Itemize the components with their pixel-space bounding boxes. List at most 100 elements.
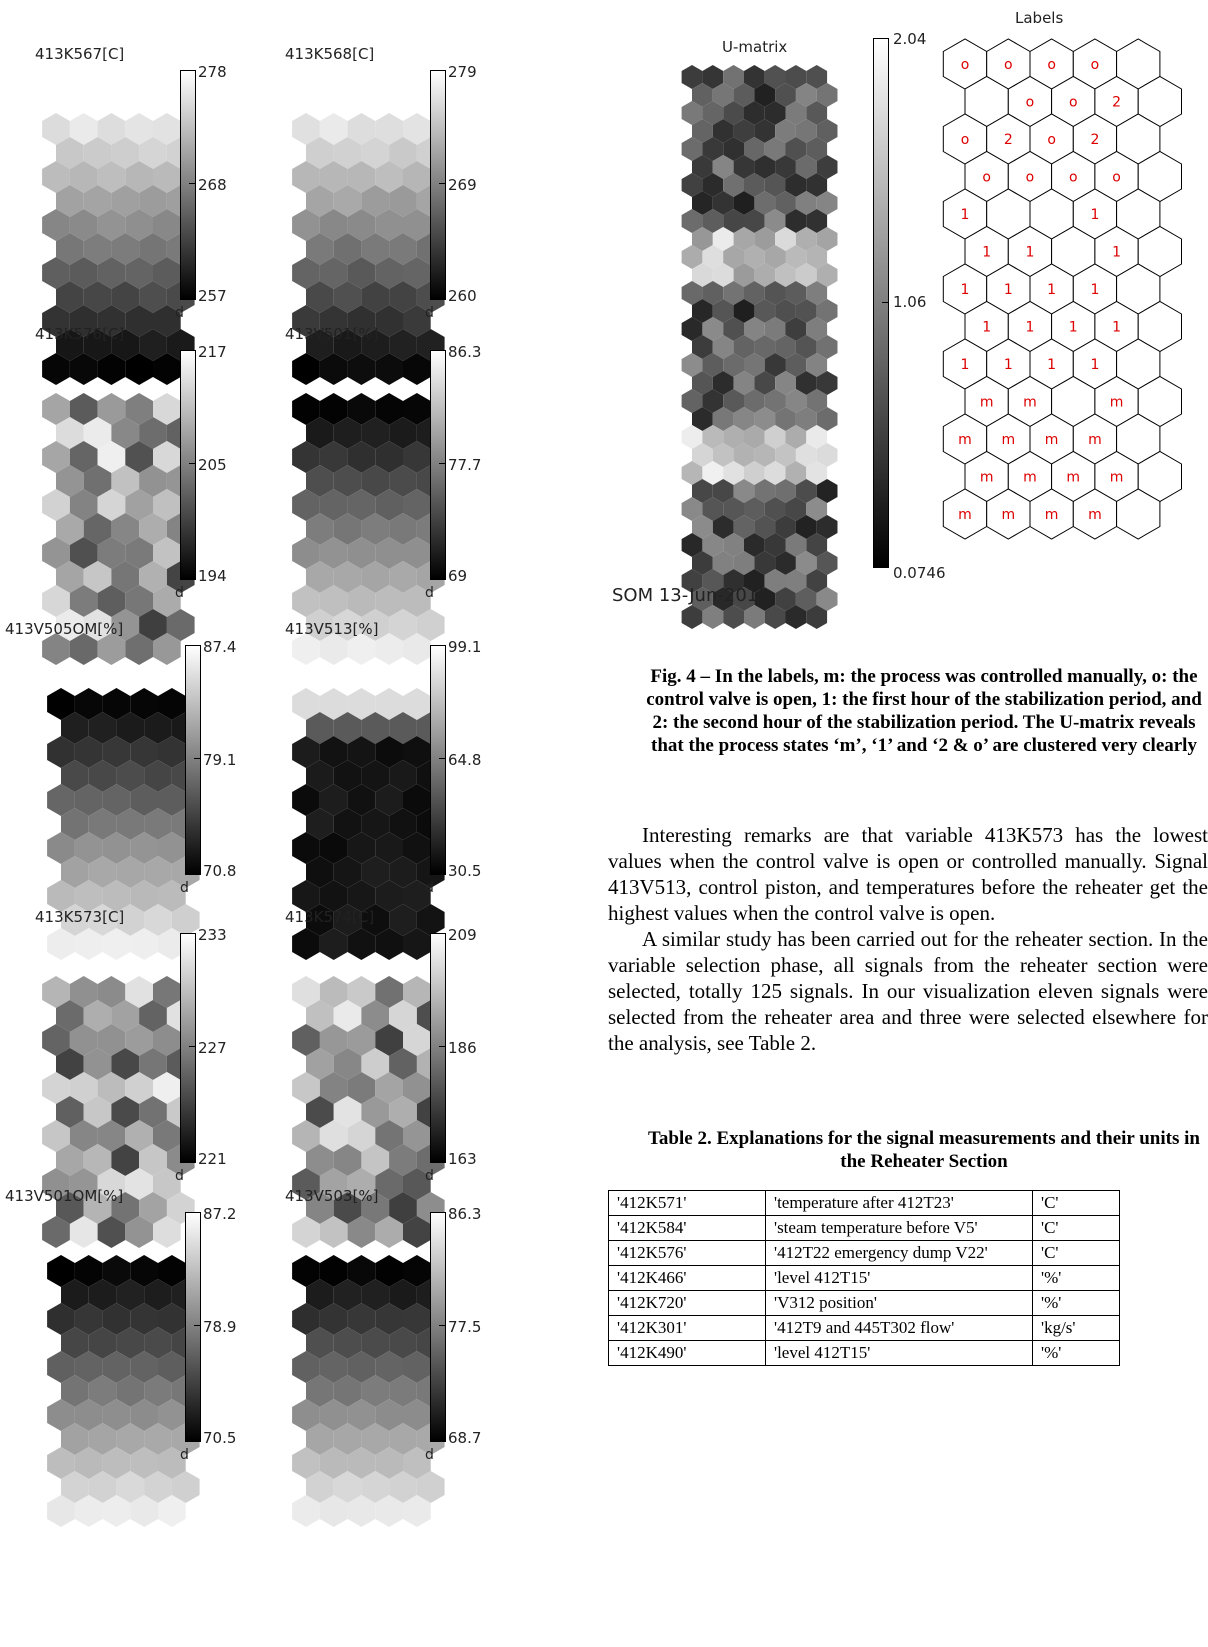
hex-cell — [42, 1168, 70, 1200]
hex-cell — [56, 1144, 84, 1176]
hex-cell — [61, 1327, 89, 1359]
hex-cell — [403, 976, 431, 1008]
hex-cell — [292, 441, 320, 473]
hex-cell — [97, 257, 126, 289]
component-plane-title: 413V503[%] — [285, 1187, 379, 1205]
hex-cell — [42, 1024, 70, 1056]
umatrix-cell — [692, 227, 713, 251]
hex-cell — [69, 209, 98, 241]
hex-cell — [319, 1351, 348, 1383]
umatrix-cell — [775, 191, 796, 215]
hex-cell — [88, 1279, 117, 1311]
hex-cell — [83, 185, 112, 217]
table-cell-desc: '412T22 emergency dump V22' — [765, 1240, 1033, 1266]
hex-cell — [125, 353, 153, 385]
hex-cell — [56, 417, 84, 449]
hex-cell — [347, 784, 376, 816]
umatrix-cell — [764, 173, 786, 197]
hex-map — [47, 1255, 200, 1527]
component-plane-title: 413V505OM[%] — [5, 620, 124, 638]
umatrix-cell — [816, 551, 838, 575]
hex-cell — [347, 928, 376, 960]
hex-cell — [139, 561, 167, 593]
table-row: '412K466''level 412T15' '%' — [608, 1265, 1120, 1291]
label-text: 1 — [1025, 245, 1034, 261]
hex-cell — [333, 1192, 362, 1224]
umatrix-cell — [816, 83, 838, 107]
umatrix-cell — [692, 551, 713, 575]
hex-cell — [319, 1120, 348, 1152]
hex-cell — [111, 1048, 140, 1080]
hex-cell — [74, 928, 103, 960]
hex-cell — [292, 1168, 320, 1200]
umatrix-cell — [681, 281, 703, 305]
colorbar-tick — [194, 758, 200, 759]
colorbar-mid: 269 — [448, 176, 477, 194]
hex-cell — [97, 161, 126, 193]
hex-cell — [347, 393, 376, 425]
hex-cell — [139, 1144, 167, 1176]
umatrix-cell — [702, 137, 724, 161]
umatrix-cell — [712, 551, 734, 575]
hex-cell — [83, 609, 112, 641]
hex-cell — [158, 1399, 186, 1431]
hex-cell — [292, 1216, 320, 1248]
hex-cell — [347, 489, 376, 521]
hex-cell — [125, 1120, 153, 1152]
hex-cell — [125, 393, 153, 425]
umatrix-cell — [795, 299, 817, 323]
hex-cell — [56, 1000, 84, 1032]
hex-cell — [306, 712, 334, 744]
umatrix-cell — [816, 335, 838, 359]
hex-cell — [375, 113, 403, 145]
hex-cell — [61, 808, 89, 840]
umatrix-cell — [806, 245, 828, 269]
umatrix-cell — [733, 263, 755, 287]
umatrix-cell — [816, 587, 838, 611]
umatrix-cell — [775, 299, 796, 323]
hex-cell — [389, 561, 417, 593]
hex-cell — [56, 1096, 84, 1128]
hex-cell — [42, 257, 70, 289]
hex-cell — [125, 1168, 153, 1200]
hex-cell — [375, 1351, 403, 1383]
colorbar-mid: 205 — [198, 456, 227, 474]
hex-cell — [74, 784, 103, 816]
umatrix-mid: 1.06 — [893, 293, 927, 311]
hex-cell — [306, 760, 334, 792]
hex-map — [292, 976, 445, 1248]
hex-cell — [153, 585, 181, 617]
umatrix-cell — [816, 443, 838, 467]
hex-cell — [333, 1048, 362, 1080]
hex-cell — [416, 904, 445, 936]
hex-cell — [361, 1000, 390, 1032]
umatrix-cell — [692, 443, 713, 467]
hex-cell — [319, 880, 348, 912]
umatrix-cell — [692, 299, 713, 323]
label-text: 1 — [982, 245, 991, 261]
hex-cell — [347, 1024, 376, 1056]
umatrix-cell — [785, 461, 807, 485]
hex-cell — [111, 137, 140, 169]
colorbar — [180, 70, 196, 300]
hex-cell — [125, 489, 153, 521]
hex-cell — [61, 760, 89, 792]
label-text: 1 — [1069, 320, 1078, 336]
umatrix-cell — [712, 191, 734, 215]
hex-cell — [88, 1375, 117, 1407]
hex-cell — [416, 609, 445, 641]
hex-cell — [83, 1096, 112, 1128]
hex-cell — [361, 1096, 390, 1128]
hex-cell — [74, 1255, 103, 1287]
hex-cell — [375, 1120, 403, 1152]
hex-cell — [347, 976, 376, 1008]
table-row: '412K571''temperature after 412T23' 'C' — [608, 1190, 1120, 1216]
umatrix-cell — [806, 137, 828, 161]
hex-cell — [97, 1024, 126, 1056]
hex-cell — [389, 513, 417, 545]
hex-cell — [69, 441, 98, 473]
umatrix-cell — [754, 407, 776, 431]
colorbar-unit: d — [425, 585, 434, 601]
label-text: 1 — [1004, 282, 1013, 298]
hex-cell — [111, 513, 140, 545]
